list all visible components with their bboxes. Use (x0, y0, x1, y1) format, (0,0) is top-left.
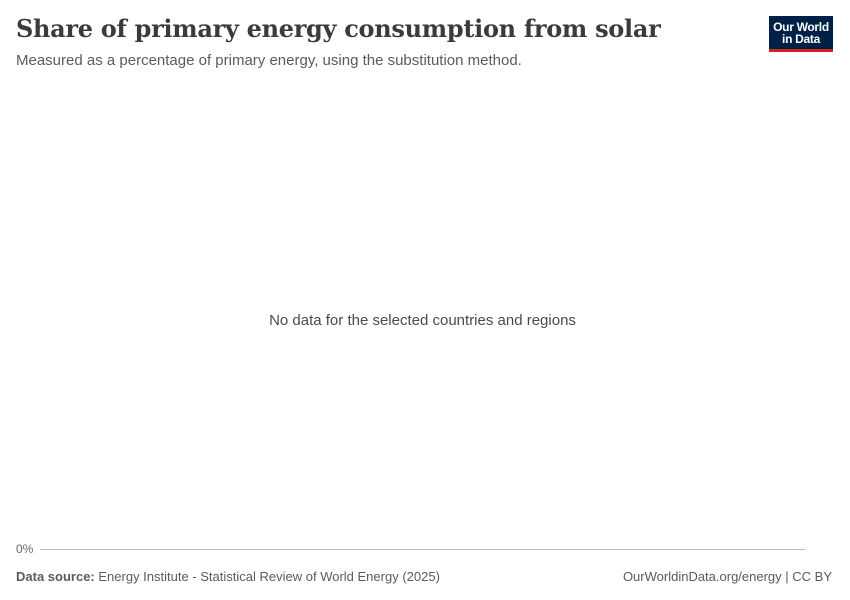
owid-logo[interactable]: Our World in Data (769, 16, 833, 52)
credit-link[interactable]: OurWorldinData.org/energy | CC BY (622, 569, 832, 584)
logo-line-1: Our World (773, 20, 829, 34)
x-axis-baseline (40, 549, 805, 550)
chart-title: Share of primary energy consumption from… (16, 14, 661, 43)
logo-line-2: in Data (782, 32, 820, 46)
data-source: Data source: Energy Institute - Statisti… (16, 569, 440, 584)
chart-subtitle: Measured as a percentage of primary ener… (16, 52, 522, 69)
no-data-message: No data for the selected countries and r… (269, 312, 576, 329)
source-link[interactable]: Energy Institute - Statistical Review of… (98, 569, 440, 584)
source-label: Data source: (16, 569, 95, 584)
y-tick-label: 0% (16, 542, 34, 556)
